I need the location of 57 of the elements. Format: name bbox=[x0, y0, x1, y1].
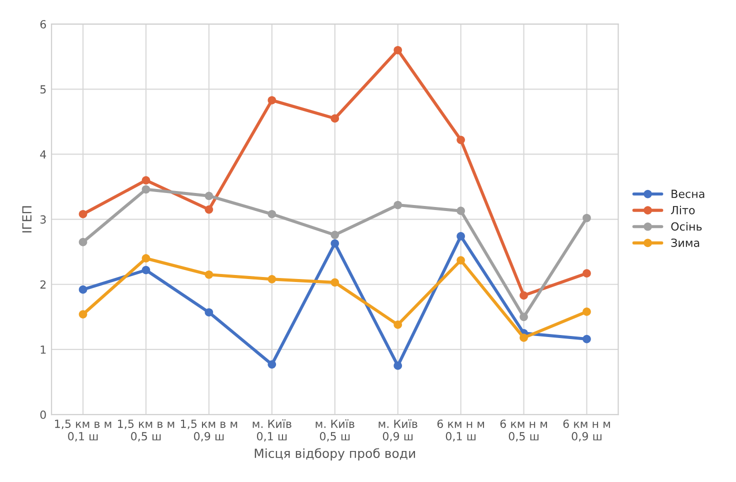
legend-label: Літо bbox=[671, 206, 695, 214]
x-tick-label: м. Київ 0,9 ш bbox=[378, 419, 418, 442]
y-tick-label: 4 bbox=[40, 150, 46, 158]
point bbox=[142, 185, 150, 194]
point bbox=[520, 334, 528, 342]
point bbox=[78, 210, 88, 218]
point bbox=[394, 362, 402, 370]
point bbox=[78, 285, 88, 294]
y-tick-label: 1 bbox=[40, 346, 46, 354]
y-tick-label: 5 bbox=[40, 85, 46, 94]
point bbox=[394, 46, 402, 54]
x-tick-label: м. Київ 0,1 ш bbox=[252, 419, 292, 442]
point bbox=[268, 360, 276, 369]
y-tick-label: 6 bbox=[40, 20, 46, 28]
point bbox=[204, 205, 214, 214]
point bbox=[268, 210, 276, 218]
y-tick-label: 0 bbox=[40, 410, 46, 419]
x-tick-label: 1,5 км в м 0,9 ш bbox=[181, 420, 238, 442]
x-axis-title: Місця відбору проб води bbox=[254, 448, 415, 460]
point bbox=[268, 96, 276, 104]
point bbox=[456, 136, 465, 144]
point bbox=[142, 254, 150, 263]
point bbox=[204, 270, 214, 279]
x-tick-label: 6 км н м 0,1 ш bbox=[437, 420, 484, 442]
legend-label: Осінь bbox=[671, 222, 702, 231]
point bbox=[78, 310, 88, 318]
point bbox=[582, 269, 591, 278]
x-tick-label: 1,5 км в м 0,5 ш bbox=[118, 420, 174, 442]
point bbox=[142, 176, 150, 184]
point bbox=[142, 266, 150, 274]
legend-label: Весна bbox=[672, 190, 704, 198]
y-tick-label: 3 bbox=[40, 215, 46, 224]
legend-label: Зима bbox=[671, 238, 700, 247]
point bbox=[582, 334, 591, 344]
point bbox=[582, 308, 591, 316]
x-tick-label: 6 км н м 0,9 ш bbox=[563, 420, 610, 442]
x-tick-label: 1,5 км в м 0,1 ш bbox=[55, 420, 112, 442]
point bbox=[582, 214, 591, 222]
x-tick-label: 6 км н м 0,5 ш bbox=[500, 420, 547, 442]
point bbox=[78, 238, 88, 246]
x-tick-label: м. Київ 0,5 ш bbox=[316, 419, 354, 442]
point bbox=[204, 308, 214, 317]
point bbox=[330, 239, 340, 248]
point bbox=[456, 232, 465, 240]
point bbox=[394, 320, 402, 329]
point bbox=[456, 206, 465, 216]
y-tick-label: 2 bbox=[40, 280, 46, 289]
point bbox=[204, 192, 214, 200]
point bbox=[520, 291, 528, 300]
point bbox=[394, 200, 402, 210]
point bbox=[330, 230, 340, 240]
point bbox=[268, 275, 276, 284]
point bbox=[520, 312, 528, 322]
point bbox=[330, 278, 340, 287]
point bbox=[456, 256, 465, 264]
y-axis-title: ІГЕП bbox=[22, 206, 32, 232]
point bbox=[330, 114, 340, 123]
